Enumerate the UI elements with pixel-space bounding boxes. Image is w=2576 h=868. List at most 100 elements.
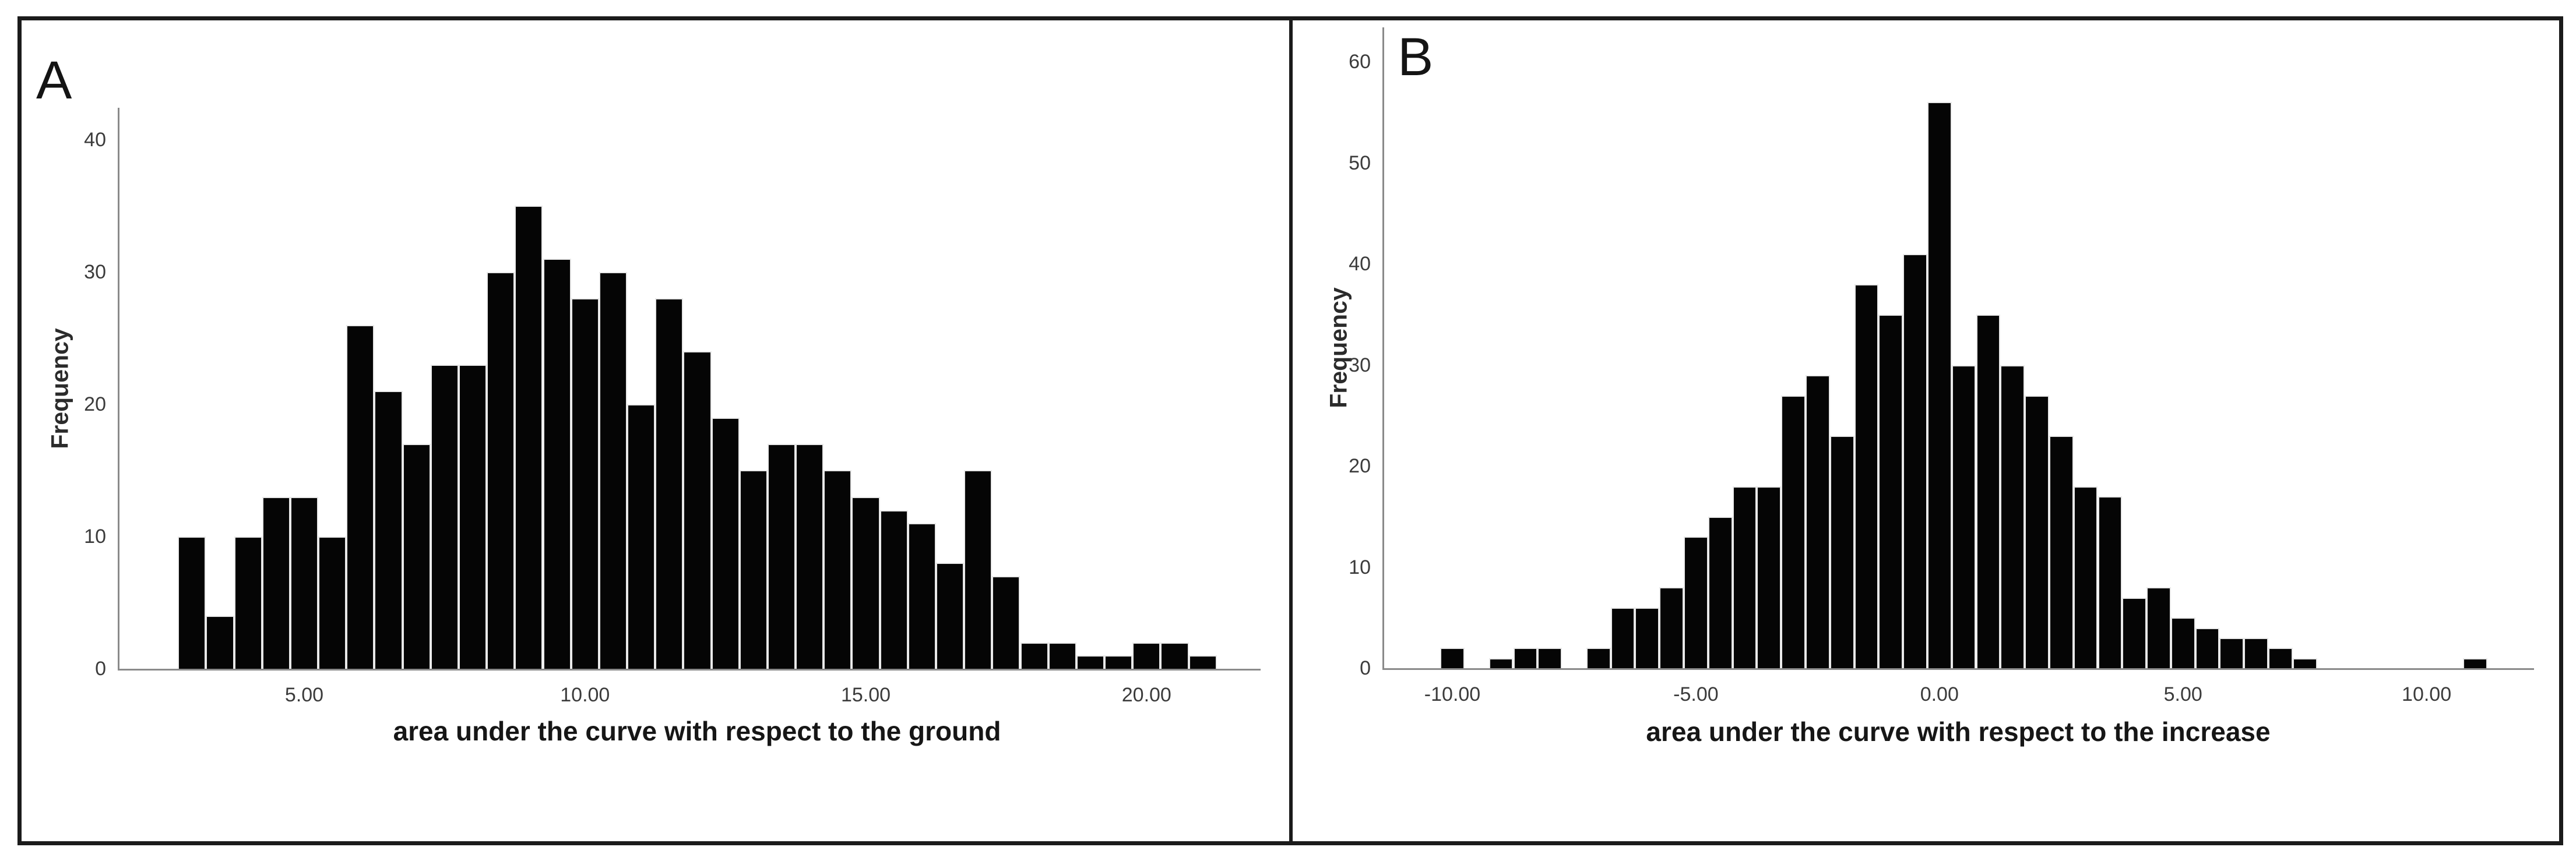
histogram-bar [2292, 658, 2317, 668]
x-axis-title-b: area under the curve with respect to the… [1646, 717, 2271, 747]
y-tick-label: 0 [1360, 657, 1371, 679]
histogram-bar [711, 417, 740, 669]
histogram-bar [515, 206, 543, 669]
histogram-bar [1829, 435, 1854, 668]
histogram-bar [543, 258, 571, 669]
y-tick-label: 0 [95, 658, 106, 680]
histogram-bar [1684, 537, 1708, 668]
histogram-bar [374, 391, 403, 669]
y-tick-label: 20 [1349, 455, 1371, 477]
y-axis-title-b: Frequency [1325, 287, 1352, 408]
x-tick-label: 5.00 [2163, 683, 2202, 705]
histogram-bar [290, 496, 319, 669]
histogram-bar [739, 470, 768, 669]
histogram-bar [1610, 607, 1635, 668]
histogram-bar [1878, 314, 1903, 668]
histogram-bar [1132, 642, 1161, 669]
histogram-bar [879, 510, 908, 669]
histogram-bar [2025, 395, 2049, 668]
y-tick-label: 40 [84, 128, 106, 151]
y-tick-label: 50 [1349, 151, 1371, 174]
histogram-bar [907, 523, 936, 669]
y-tick-label: 30 [84, 260, 106, 283]
histogram-bar [824, 470, 852, 669]
histogram-bar [2122, 597, 2146, 668]
histogram-bar [683, 351, 712, 669]
histogram-bar [936, 563, 965, 669]
histogram-bar [2219, 637, 2244, 668]
histogram-bar [571, 298, 599, 669]
histogram-bar [459, 364, 487, 669]
x-axis-line-a [118, 669, 1261, 671]
histogram-bar [1513, 648, 1538, 668]
histogram-bar [851, 496, 880, 669]
y-axis-line-b [1382, 27, 1384, 670]
y-tick-label: 60 [1349, 51, 1371, 73]
y-axis-title-a: Frequency [46, 328, 73, 449]
histogram-bar [1976, 314, 2001, 668]
y-tick-label: 30 [1349, 354, 1371, 376]
histogram-bar [1635, 607, 1660, 668]
histogram-bar [1708, 516, 1733, 668]
histogram-bar [992, 576, 1020, 669]
histogram-bar [346, 324, 375, 669]
panel-divider-line [1289, 16, 1293, 845]
y-tick-label: 10 [84, 525, 106, 548]
histogram-bar [1659, 587, 1684, 668]
histogram-bar [599, 271, 628, 669]
histogram-bar [796, 443, 824, 669]
x-tick-label: 10.00 [2402, 683, 2452, 705]
histogram-bar [1488, 658, 1514, 668]
histogram-bar [1048, 642, 1076, 669]
histogram-bar [1160, 642, 1189, 669]
histogram-bar [1188, 655, 1217, 669]
histogram-bar [430, 364, 459, 669]
histogram-bar [964, 470, 993, 669]
histogram-bar [178, 536, 206, 669]
histogram-bar [234, 536, 262, 669]
histogram-bar [1806, 375, 1830, 668]
histogram-bar [1732, 486, 1757, 668]
histogram-bar [2170, 618, 2195, 668]
x-tick-label: 15.00 [840, 684, 891, 706]
x-tick-label: -10.00 [1424, 683, 1481, 705]
histogram-bar [2073, 486, 2098, 668]
y-tick-label: 20 [84, 393, 106, 415]
histogram-bar [402, 443, 431, 669]
histogram-bar [2146, 587, 2171, 668]
histogram-bar [318, 536, 347, 669]
histogram-bar [2000, 365, 2025, 668]
x-tick-label: -5.00 [1673, 683, 1719, 705]
histogram-bar [2195, 627, 2220, 668]
histogram-bar [1854, 284, 1879, 668]
y-tick-label: 40 [1349, 253, 1371, 275]
histogram-bar [1440, 648, 1465, 668]
histogram-bar [2463, 658, 2488, 668]
panel-label-a: A [36, 51, 72, 110]
histogram-bar [1104, 655, 1133, 669]
histogram-bar [2098, 496, 2123, 668]
x-tick-label: 10.00 [560, 684, 610, 706]
histogram-bar [627, 404, 656, 669]
histogram-bar [206, 616, 234, 669]
histogram-bar [1586, 648, 1611, 668]
histogram-bar [1781, 395, 1806, 668]
x-tick-label: 20.00 [1121, 684, 1171, 706]
histogram-bar [767, 443, 796, 669]
x-tick-label: 5.00 [284, 684, 324, 706]
histogram-bar [1927, 102, 1952, 668]
y-tick-label: 10 [1349, 556, 1371, 578]
histogram-bar [1537, 648, 1563, 668]
histogram-bar [1076, 655, 1105, 669]
histogram-bar [2268, 648, 2293, 668]
histogram-bar [2049, 435, 2074, 668]
panel-label-b: B [1398, 27, 1434, 87]
histogram-bar [1757, 486, 1782, 668]
x-axis-title-a: area under the curve with respect to the… [393, 716, 1001, 746]
histogram-bar [1020, 642, 1048, 669]
histogram-bar [487, 271, 515, 669]
y-axis-line-a [118, 108, 119, 671]
x-axis-line-b [1382, 668, 2534, 670]
histogram-bar [1951, 365, 1976, 668]
